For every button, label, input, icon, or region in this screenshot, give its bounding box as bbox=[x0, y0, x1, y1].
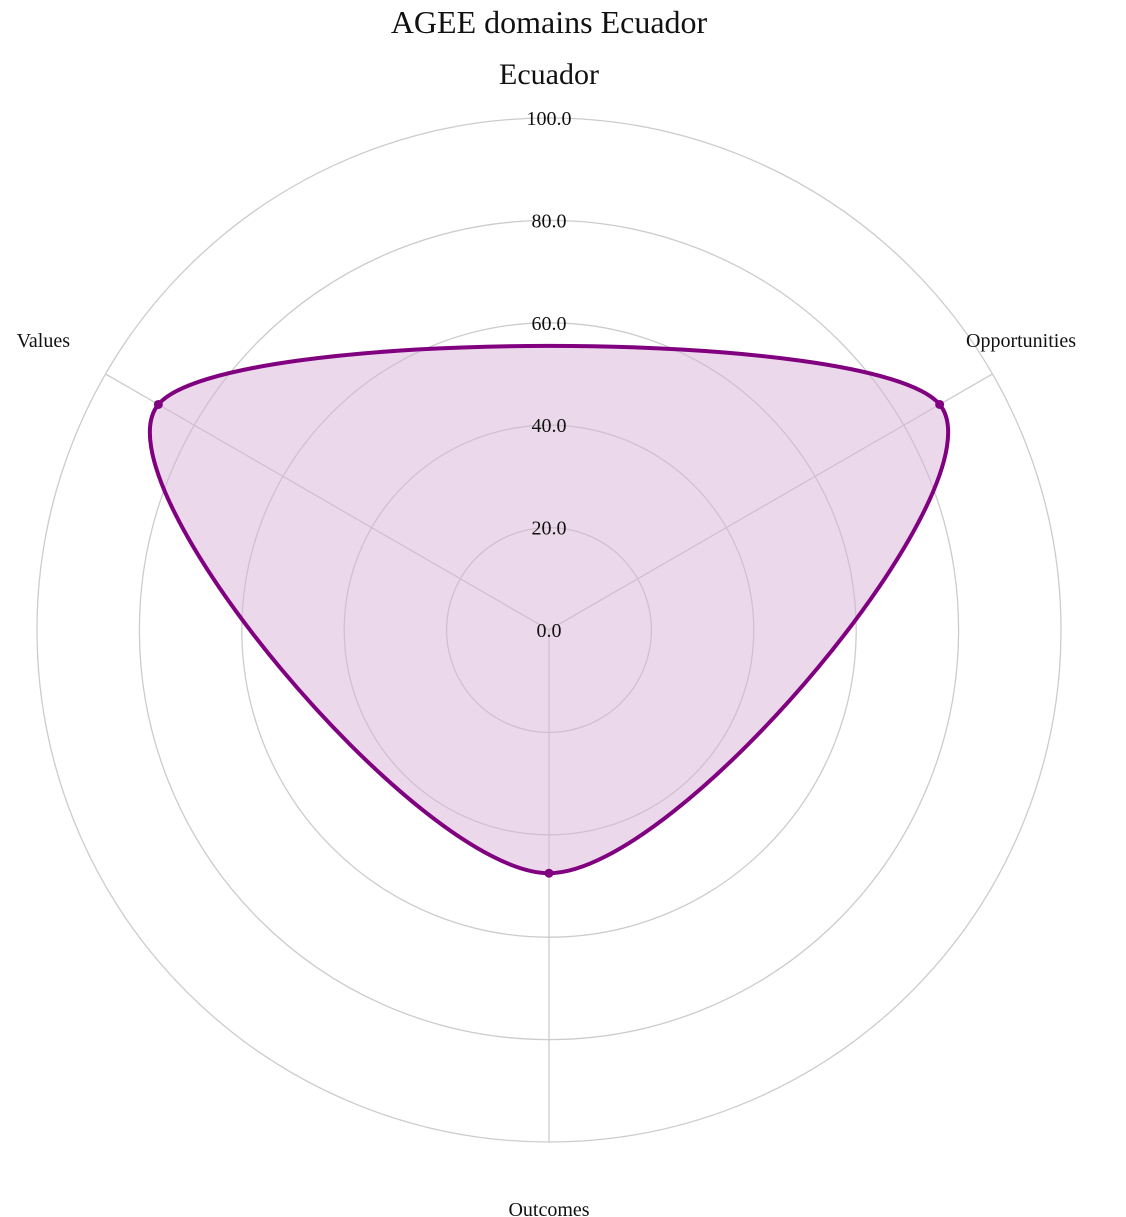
axis-label-opportunities: Opportunities bbox=[966, 330, 1076, 352]
chart-title: AGEE domains Ecuador bbox=[391, 4, 708, 40]
axis-label-layer: Opportunities Outcomes Values bbox=[17, 330, 1077, 1217]
series-layer bbox=[148, 343, 950, 878]
r-tick-label-1: 20.0 bbox=[532, 518, 567, 540]
data-point-values bbox=[153, 399, 163, 409]
r-tick-label-3: 60.0 bbox=[532, 313, 567, 335]
axis-label-values: Values bbox=[17, 330, 71, 352]
r-tick-label-0: 0.0 bbox=[537, 620, 562, 642]
chart-subtitle: Ecuador bbox=[499, 58, 599, 91]
data-point-outcomes bbox=[544, 868, 554, 878]
r-tick-label-4: 80.0 bbox=[532, 210, 567, 232]
r-tick-label-2: 40.0 bbox=[532, 415, 567, 437]
series-area-0 bbox=[148, 343, 950, 876]
axis-label-outcomes: Outcomes bbox=[508, 1199, 589, 1217]
tick-label-layer: 0.0 20.0 40.0 60.0 80.0 100.0 bbox=[527, 108, 572, 642]
data-point-opportunities bbox=[935, 399, 945, 409]
r-tick-label-5: 100.0 bbox=[527, 108, 572, 130]
